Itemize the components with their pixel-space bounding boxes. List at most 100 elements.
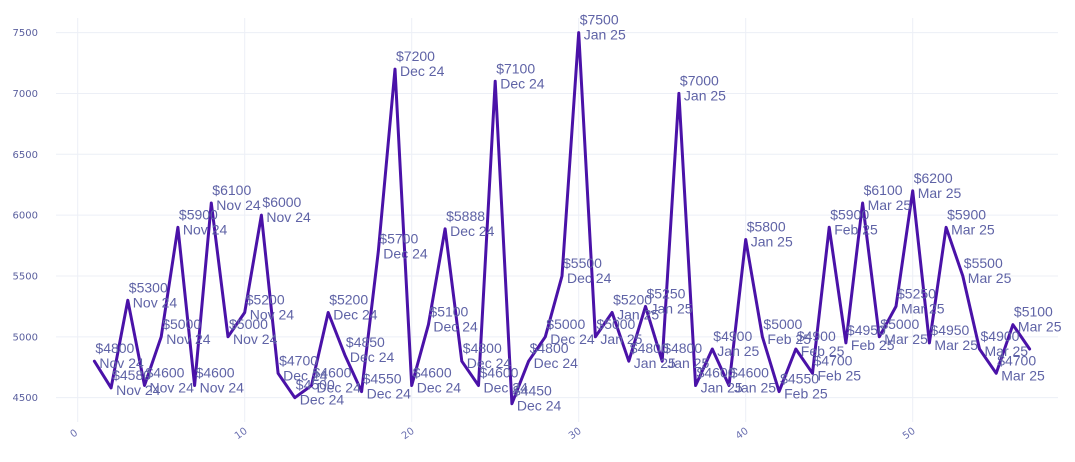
y-tick-label: 5500: [13, 271, 38, 282]
data-label-date: Nov 24: [99, 355, 144, 371]
y-tick-label: 4500: [13, 393, 38, 404]
data-label-date: Feb 25: [801, 343, 845, 359]
data-label-date: Jan 25: [634, 355, 676, 371]
data-label-date: Dec 24: [567, 270, 612, 286]
data-label-date: Jan 25: [701, 379, 743, 395]
data-label-date: Jan 25: [651, 300, 693, 316]
data-label-value: $4800: [630, 340, 669, 356]
data-label-date: Mar 25: [934, 337, 978, 353]
data-label-value: $6000: [262, 194, 301, 210]
data-label-value: $5000: [229, 316, 268, 332]
data-label-value: $4900: [797, 328, 836, 344]
data-label-date: Dec 24: [550, 331, 595, 347]
data-label-value: $7500: [580, 12, 619, 28]
data-label-value: $5000: [546, 316, 585, 332]
data-label-date: Nov 24: [216, 197, 261, 213]
data-label-value: $4580: [112, 367, 151, 383]
data-label-date: Dec 24: [500, 75, 545, 91]
data-label-date: Mar 25: [1018, 319, 1062, 335]
data-label-date: Feb 25: [834, 221, 878, 237]
data-label-value: $4600: [697, 364, 736, 380]
data-label-date: Nov 24: [200, 379, 245, 395]
data-label-date: Jan 25: [617, 306, 659, 322]
data-label-value: $4700: [997, 352, 1036, 368]
data-label-date: Dec 24: [484, 379, 529, 395]
data-label-date: Dec 24: [400, 63, 445, 79]
data-label-date: Dec 24: [317, 379, 362, 395]
data-label-value: $5200: [329, 291, 368, 307]
data-label-value: $4900: [713, 328, 752, 344]
data-label-value: $4900: [981, 328, 1020, 344]
data-label-date: Dec 24: [350, 349, 395, 365]
y-axis-ticks: 4500 5000 5500 6000 6500 7000 7500: [13, 28, 38, 404]
y-tick-label: 7500: [13, 28, 38, 39]
data-label-value: $5888: [446, 208, 485, 224]
data-label-date: Dec 24: [300, 392, 345, 408]
data-label-value: $4800: [95, 340, 134, 356]
x-axis-ticks: 0 10 20 30 40 50: [69, 426, 918, 442]
series-line: [92, 31, 1032, 406]
data-label-value: $5100: [429, 304, 468, 320]
data-label-date: Dec 24: [367, 386, 412, 402]
data-label-value: $7200: [396, 48, 435, 64]
y-tick-label: 6000: [13, 211, 38, 222]
data-label-value: $6100: [212, 182, 251, 198]
data-label-date: Dec 24: [534, 355, 579, 371]
data-label-date: Mar 25: [1001, 367, 1045, 383]
data-label-value: $4800: [530, 340, 569, 356]
data-label-date: Feb 25: [767, 331, 811, 347]
y-tick-label: 5000: [13, 332, 38, 343]
data-label-date: Jan 25: [751, 233, 793, 249]
data-label-value: $7000: [680, 72, 719, 88]
data-label-value: $4450: [513, 383, 552, 399]
data-label-value: $5800: [747, 218, 786, 234]
data-label-date: Nov 24: [233, 331, 278, 347]
data-label-date: Dec 24: [417, 379, 462, 395]
data-label-value: $7100: [496, 60, 535, 76]
data-label-value: $5250: [647, 285, 686, 301]
data-label-date: Nov 24: [183, 221, 228, 237]
data-label-value: $5000: [763, 316, 802, 332]
data-label-value: $4550: [780, 371, 819, 387]
y-tick-label: 6500: [13, 150, 38, 161]
data-label-date: Jan 25: [584, 27, 626, 43]
data-label-date: Jan 25: [717, 343, 759, 359]
data-label-value: $5100: [1014, 304, 1053, 320]
data-label-date: Dec 24: [517, 398, 562, 414]
data-label-value: $5200: [613, 291, 652, 307]
data-label-date: Nov 24: [116, 382, 161, 398]
data-label-date: Mar 25: [968, 270, 1012, 286]
data-label-date: Dec 24: [333, 306, 378, 322]
data-label-value: $4850: [346, 334, 385, 350]
x-tick-label: 40: [734, 426, 751, 442]
data-label-date: Nov 24: [266, 209, 311, 225]
